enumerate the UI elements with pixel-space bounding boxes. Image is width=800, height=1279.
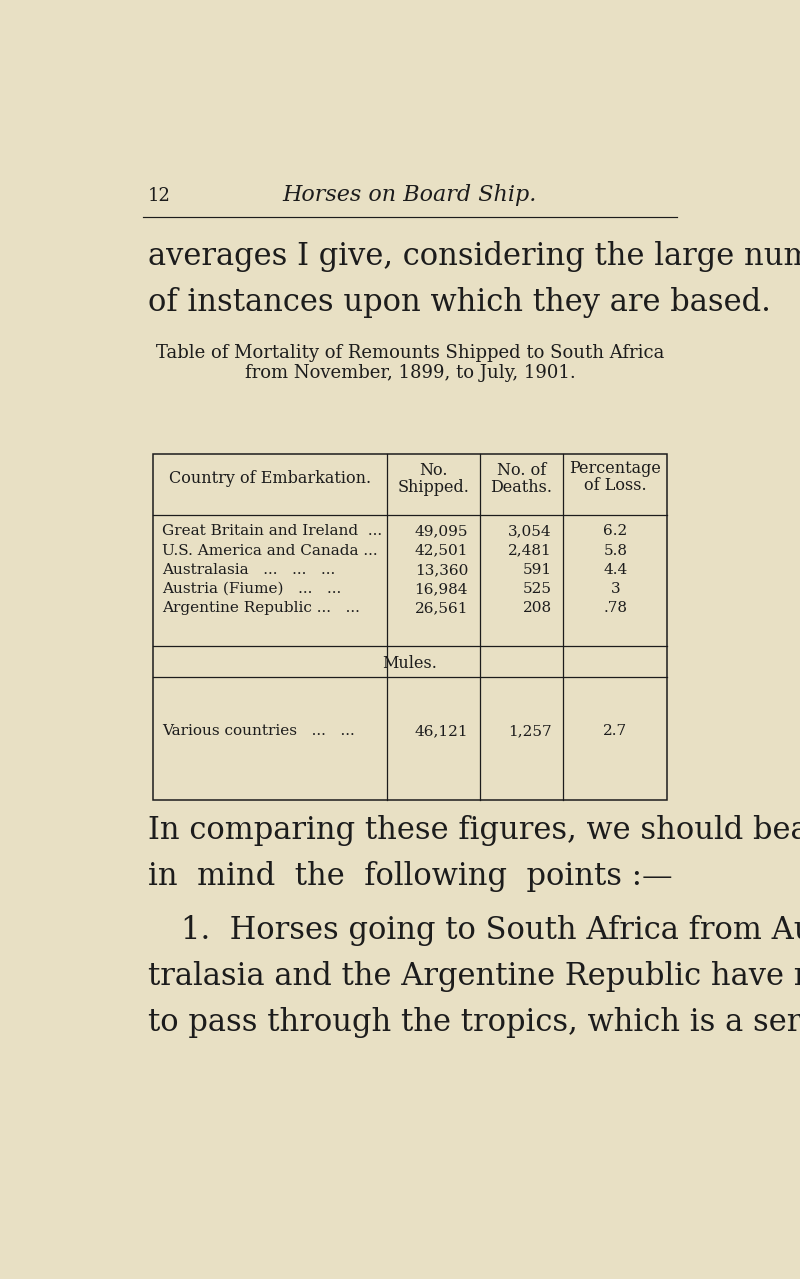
Text: Australasia   ...   ...   ...: Australasia ... ... ... (162, 563, 335, 577)
Text: 26,561: 26,561 (414, 601, 468, 615)
Text: Percentage: Percentage (570, 460, 662, 477)
Text: In comparing these figures, we should bear: In comparing these figures, we should be… (148, 815, 800, 845)
Text: 2.7: 2.7 (603, 724, 627, 738)
Text: 208: 208 (522, 601, 552, 615)
Text: Mules.: Mules. (382, 655, 438, 671)
Text: 6.2: 6.2 (603, 524, 627, 538)
Text: tralasia and the Argentine Republic have not: tralasia and the Argentine Republic have… (148, 961, 800, 993)
Bar (153, 454, 667, 801)
Text: Horses on Board Ship.: Horses on Board Ship. (283, 184, 537, 206)
Text: No.: No. (419, 462, 447, 480)
Text: Various countries   ...   ...: Various countries ... ... (162, 724, 354, 738)
Text: .78: .78 (603, 601, 627, 615)
Text: Austria (Fiume)   ...   ...: Austria (Fiume) ... ... (162, 582, 342, 596)
Text: No. of: No. of (497, 462, 546, 480)
Text: 42,501: 42,501 (414, 544, 468, 558)
Text: Great Britain and Ireland  ...: Great Britain and Ireland ... (162, 524, 382, 538)
Text: 2,481: 2,481 (508, 544, 552, 558)
Text: 49,095: 49,095 (414, 524, 468, 538)
Text: Table of Mortality of Remounts Shipped to South Africa: Table of Mortality of Remounts Shipped t… (156, 344, 664, 362)
Text: Country of Embarkation.: Country of Embarkation. (169, 471, 370, 487)
Text: 525: 525 (523, 582, 552, 596)
Text: 1.  Horses going to South Africa from Aus-: 1. Horses going to South Africa from Aus… (182, 914, 800, 946)
Text: averages I give, considering the large number: averages I give, considering the large n… (148, 242, 800, 272)
Text: 591: 591 (522, 563, 552, 577)
Text: Deaths.: Deaths. (490, 480, 553, 496)
Text: 4.4: 4.4 (603, 563, 627, 577)
Text: 5.8: 5.8 (603, 544, 627, 558)
Text: from November, 1899, to July, 1901.: from November, 1899, to July, 1901. (245, 365, 575, 382)
Text: Argentine Republic ...   ...: Argentine Republic ... ... (162, 601, 360, 615)
Text: to pass through the tropics, which is a serious: to pass through the tropics, which is a … (148, 1008, 800, 1039)
Text: in  mind  the  following  points :—: in mind the following points :— (148, 861, 673, 891)
Text: 12: 12 (148, 187, 171, 205)
Text: of instances upon which they are based.: of instances upon which they are based. (148, 288, 771, 318)
Text: 16,984: 16,984 (414, 582, 468, 596)
Text: 3,054: 3,054 (508, 524, 552, 538)
Text: 46,121: 46,121 (414, 724, 468, 738)
Text: 1,257: 1,257 (508, 724, 552, 738)
Text: 13,360: 13,360 (414, 563, 468, 577)
Text: U.S. America and Canada ...: U.S. America and Canada ... (162, 544, 378, 558)
Text: 3: 3 (610, 582, 620, 596)
Text: Shipped.: Shipped. (398, 480, 469, 496)
Text: of Loss.: of Loss. (584, 477, 646, 494)
